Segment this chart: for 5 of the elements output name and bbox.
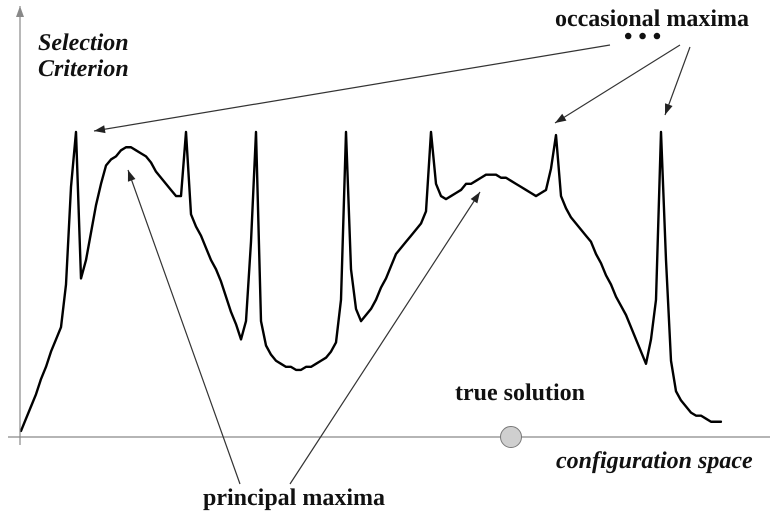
x-axis-title: configuration space: [556, 448, 753, 475]
annotation: true solution: [455, 380, 586, 407]
y-axis-title: Selection Criterion: [38, 30, 130, 82]
text: principal maxima: [203, 485, 386, 512]
text: occasional maxima: [555, 6, 749, 32]
